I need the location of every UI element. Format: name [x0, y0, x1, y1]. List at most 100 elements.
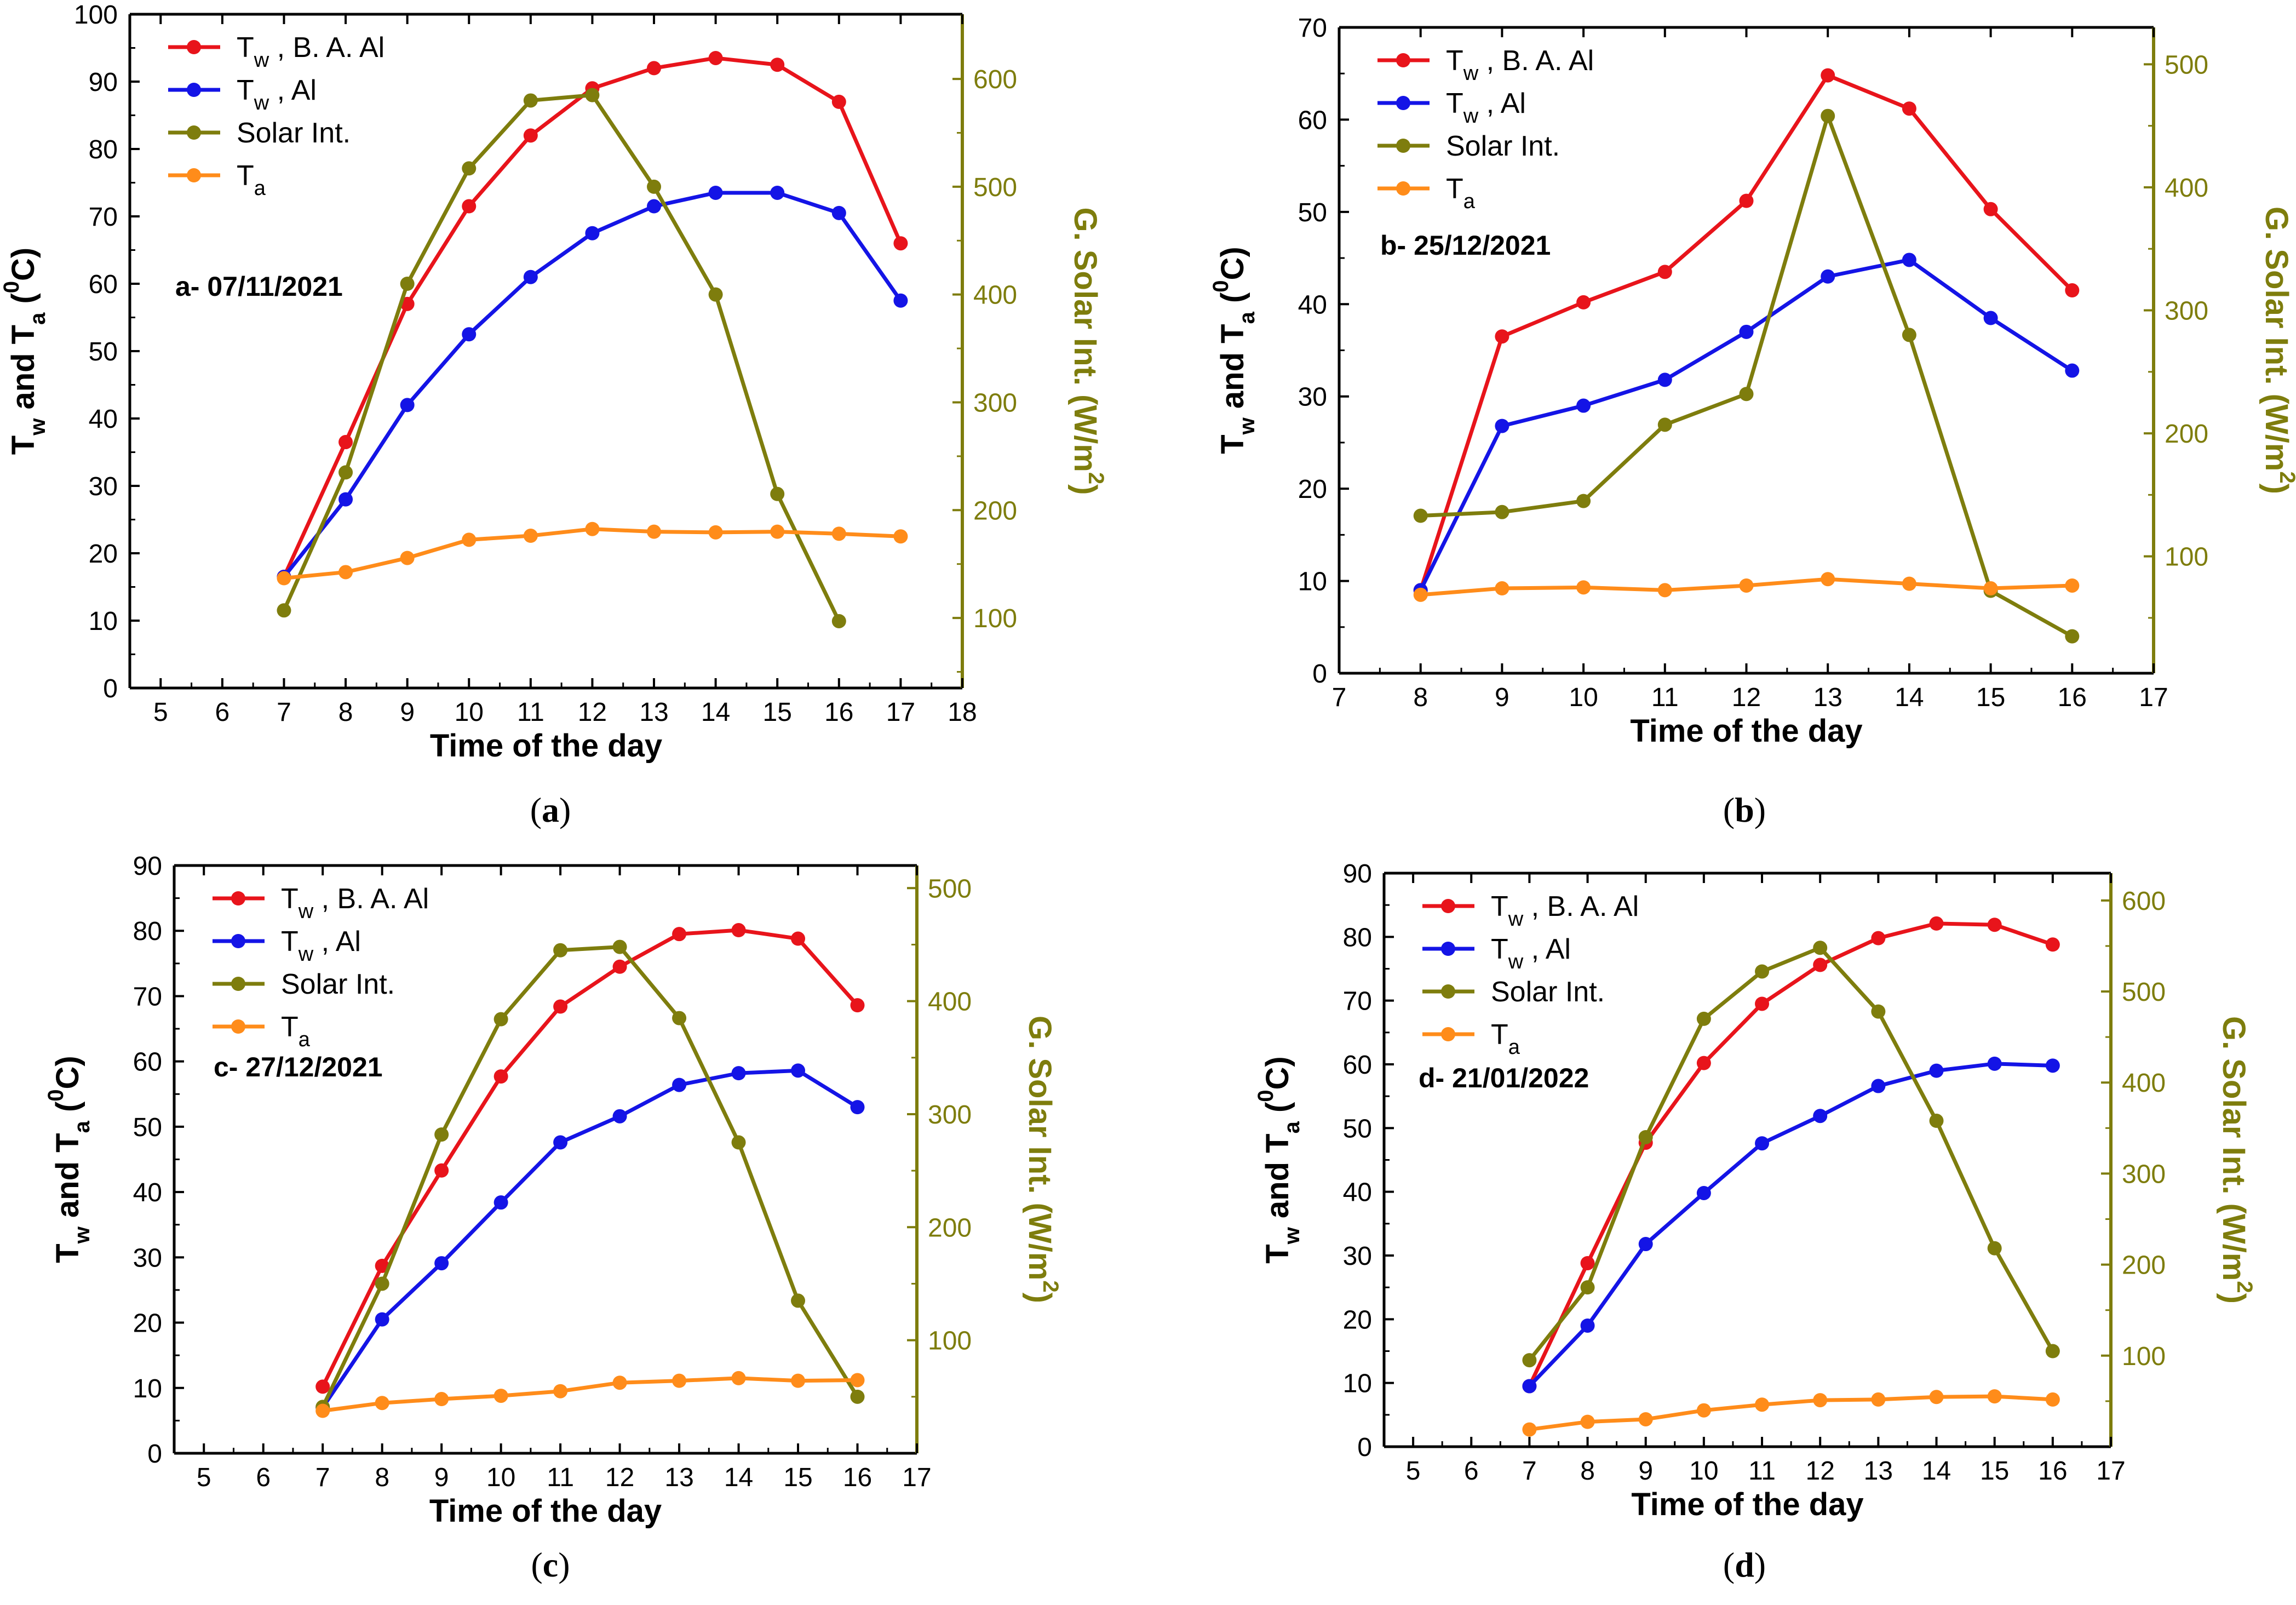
data-point [375, 1312, 389, 1327]
y-right-tick-label: 500 [2165, 50, 2208, 79]
data-point [375, 1396, 389, 1411]
data-point [1902, 328, 1916, 342]
y-right-tick-label: 200 [2165, 420, 2208, 449]
data-point [1821, 68, 1835, 83]
x-axis-title: Time of the day [1631, 1487, 1863, 1522]
legend-swatch-marker [187, 125, 201, 140]
series-solar-int- [315, 939, 865, 1414]
y-left-tick-label: 20 [89, 540, 118, 569]
x-tick-label: 17 [2139, 683, 2168, 712]
data-point [731, 1066, 746, 1081]
data-point [375, 1276, 389, 1291]
data-point [1821, 108, 1835, 123]
x-tick-label: 12 [605, 1463, 634, 1492]
legend-entry: Tw , B. A. Al [1446, 45, 1594, 85]
data-point [1755, 1397, 1770, 1412]
x-tick-label: 14 [724, 1463, 753, 1492]
series-tw-al [1413, 253, 2080, 598]
y-left-tick-label: 80 [133, 917, 162, 946]
y-left-tick-label: 60 [133, 1048, 162, 1077]
panel-date-label: a- 07/11/2021 [175, 271, 343, 302]
y-left-tick-label: 90 [1343, 859, 1372, 889]
data-point [434, 1127, 449, 1142]
data-point [1657, 417, 1672, 432]
y-right-tick-label: 600 [2122, 887, 2166, 916]
x-axis-title: Time of the day [430, 728, 662, 764]
panel-caption: (a) [530, 790, 571, 829]
y-left-tick-label: 10 [89, 607, 118, 636]
data-point [1987, 1056, 2002, 1071]
y-right-tick-label: 400 [2122, 1069, 2166, 1098]
panel-caption: (d) [1723, 1545, 1766, 1584]
data-point [1657, 372, 1672, 387]
x-tick-label: 15 [783, 1463, 812, 1492]
data-point [553, 1384, 568, 1398]
data-point [523, 270, 538, 284]
data-point [1576, 580, 1591, 595]
y-right-tick-label: 300 [928, 1100, 972, 1130]
x-tick-label: 6 [256, 1463, 271, 1492]
y-left-tick-label: 10 [1298, 568, 1327, 597]
data-point [791, 1293, 806, 1308]
data-point [1576, 295, 1591, 309]
series-line [1528, 921, 2053, 1387]
data-point [2045, 1058, 2060, 1073]
legend-swatch-marker [1441, 1027, 1455, 1041]
data-point [1821, 572, 1835, 587]
series-solar-int- [1522, 941, 2060, 1368]
data-point [315, 1403, 330, 1418]
data-point [1983, 311, 1998, 325]
y-left-axis-title: Tw and Ta (0C) [44, 1056, 94, 1263]
x-tick-label: 17 [2096, 1457, 2125, 1486]
series-ta [1413, 572, 2080, 602]
data-point [2045, 1392, 2060, 1407]
x-tick-label: 5 [153, 698, 168, 727]
data-point [647, 179, 662, 194]
data-point [2045, 937, 2060, 952]
y-right-tick-label: 100 [2165, 543, 2208, 572]
series-line [321, 1068, 859, 1409]
y-left-tick-label: 50 [89, 337, 118, 366]
x-tick-label: 14 [1895, 683, 1924, 712]
x-tick-label: 7 [277, 698, 291, 727]
series-tw-al [277, 185, 908, 584]
x-tick-label: 11 [547, 1463, 574, 1492]
y-left-tick-label: 70 [89, 203, 118, 232]
x-tick-label: 5 [197, 1463, 211, 1492]
legend-entry: Ta [1446, 173, 1476, 213]
y-left-tick-label: 30 [1343, 1242, 1372, 1271]
y-left-tick-label: 40 [1298, 290, 1327, 319]
data-point [731, 1371, 746, 1385]
data-point [770, 486, 785, 501]
data-point [2045, 1344, 2060, 1358]
legend-swatch-marker [187, 168, 201, 182]
data-point [1580, 1280, 1595, 1295]
x-tick-label: 7 [1332, 683, 1347, 712]
data-point [1871, 1392, 1886, 1407]
legend-swatch-marker [1441, 942, 1455, 956]
data-point [672, 1077, 687, 1092]
y-left-tick-label: 40 [1343, 1178, 1372, 1207]
data-point [2065, 629, 2080, 644]
legend-swatch-marker [231, 1019, 245, 1034]
data-point [893, 529, 908, 544]
legend-entry: Solar Int. [1446, 130, 1560, 162]
legend-entry: Ta [1491, 1019, 1520, 1059]
legend-swatch-marker [1396, 53, 1410, 67]
y-left-tick-label: 20 [1343, 1305, 1372, 1334]
y-left-tick-label: 0 [103, 674, 118, 703]
x-tick-label: 13 [639, 698, 668, 727]
data-point [1987, 918, 2002, 932]
x-tick-label: 8 [1413, 683, 1428, 712]
x-tick-label: 15 [763, 698, 792, 727]
data-point [893, 293, 908, 308]
y-left-axis-title: Tw and Ta (0C) [1209, 247, 1259, 454]
y-left-tick-label: 0 [147, 1440, 162, 1469]
panel-date-label: d- 21/01/2022 [1419, 1063, 1589, 1093]
x-tick-label: 18 [948, 698, 977, 727]
x-tick-label: 10 [455, 698, 484, 727]
y-left-tick-label: 30 [1298, 383, 1327, 412]
y-right-tick-label: 200 [973, 496, 1017, 525]
